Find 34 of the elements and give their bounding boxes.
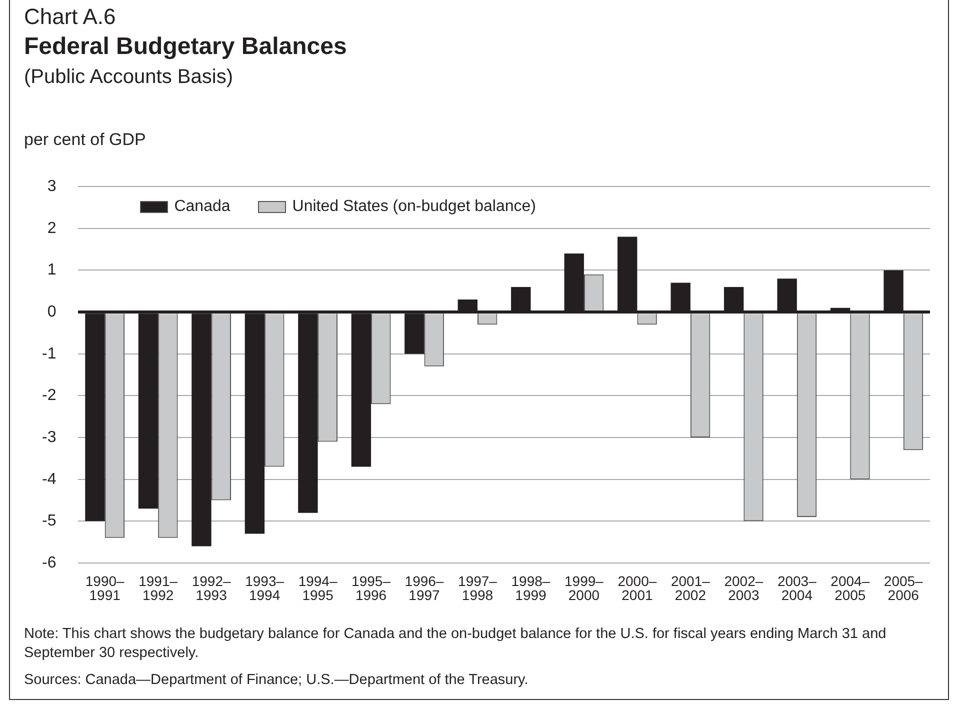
y-tick-label: -2 bbox=[42, 387, 56, 404]
y-tick-label: 1 bbox=[47, 262, 56, 279]
x-tick-label: 2004–2005 bbox=[830, 572, 870, 603]
y-tick-label: 2 bbox=[47, 220, 56, 237]
y-tick-label: -1 bbox=[42, 345, 56, 362]
x-tick-label: 1996–1997 bbox=[404, 572, 444, 603]
x-tick-label: 2003–2004 bbox=[777, 572, 817, 603]
y-tick-label: -5 bbox=[42, 512, 56, 530]
x-tick-label: 1995–1996 bbox=[352, 572, 391, 603]
x-tick-label: 1992–1993 bbox=[192, 572, 231, 603]
x-tick-label: 1990–1991 bbox=[85, 572, 125, 603]
x-tick-label: 2005–2006 bbox=[884, 572, 924, 603]
y-tick-label: -6 bbox=[42, 554, 56, 572]
chart-subtitle: (Public Accounts Basis) bbox=[24, 66, 233, 89]
x-tick-label: 1993–1994 bbox=[245, 572, 284, 603]
legend-label: Canada bbox=[174, 198, 230, 216]
y-tick-label: -3 bbox=[42, 428, 56, 446]
x-tick-label: 1997–1998 bbox=[458, 572, 498, 603]
x-tick-label: 1998–1999 bbox=[511, 572, 550, 603]
x-tick-label: 2000–2001 bbox=[618, 572, 657, 603]
x-tick-label: 1999–2000 bbox=[564, 572, 604, 603]
legend-label: United States (on-budget balance) bbox=[292, 198, 536, 216]
y-tick-label: 0 bbox=[47, 303, 56, 320]
text: Chart A.6 bbox=[24, 4, 116, 30]
y-tick-label: -4 bbox=[42, 470, 56, 488]
x-tick-label: 1991–1992 bbox=[138, 572, 178, 603]
chart-title: Federal Budgetary Balances bbox=[24, 33, 347, 61]
y-axis-title: per cent of GDP bbox=[24, 130, 146, 150]
text: Note: This chart shows the budgetary balance for Canada and the on-budget balance for the U.S. for fiscal years ending March 31 and September 30 respectively. bbox=[24, 625, 888, 663]
x-tick-label: 2002–2003 bbox=[724, 572, 764, 603]
y-tick-label: 3 bbox=[47, 178, 56, 196]
x-tick-label: 2001–2002 bbox=[670, 572, 710, 603]
x-tick-label: 1994–1995 bbox=[298, 572, 338, 603]
source-note: Sources: Canada—Department of Finance; U.S.—Department of the Treasury. bbox=[24, 671, 530, 690]
